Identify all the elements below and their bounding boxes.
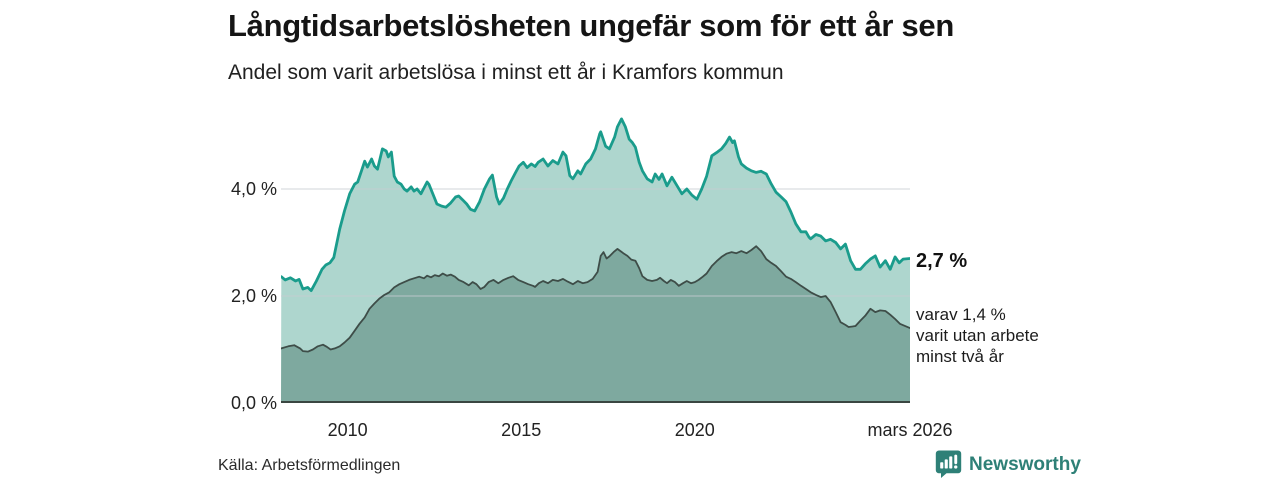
annotation-line: varit utan arbete <box>916 326 1039 345</box>
y-tick-label: 0,0 % <box>230 393 277 413</box>
latest-total-annotation: 2,7 % <box>916 250 968 272</box>
brand-logo: Newsworthy <box>935 450 1081 479</box>
area-chart-svg <box>281 117 910 403</box>
latest-two-years-annotation: varav 1,4 % varit utan arbete minst två … <box>916 304 1039 367</box>
y-tick-label: 4,0 % <box>230 179 277 199</box>
annotation-line: varav 1,4 % <box>916 305 1006 324</box>
plot-area <box>281 112 910 403</box>
x-tick-label: 2015 <box>501 420 542 440</box>
y-tick-label: 2,0 % <box>230 286 277 306</box>
page-title: Långtidsarbetslösheten ungefär som för e… <box>228 8 955 43</box>
x-tick-label: 2020 <box>674 420 715 440</box>
chart-subtitle: Andel som varit arbetslösa i minst ett å… <box>228 61 784 84</box>
x-tick-label: 2010 <box>327 420 368 440</box>
x-tick-label: mars 2026 <box>867 420 953 440</box>
newsworthy-icon <box>935 450 962 479</box>
brand-name: Newsworthy <box>969 453 1081 475</box>
annotation-line: minst två år <box>916 347 1004 366</box>
source-attribution: Källa: Arbetsförmedlingen <box>218 457 401 474</box>
